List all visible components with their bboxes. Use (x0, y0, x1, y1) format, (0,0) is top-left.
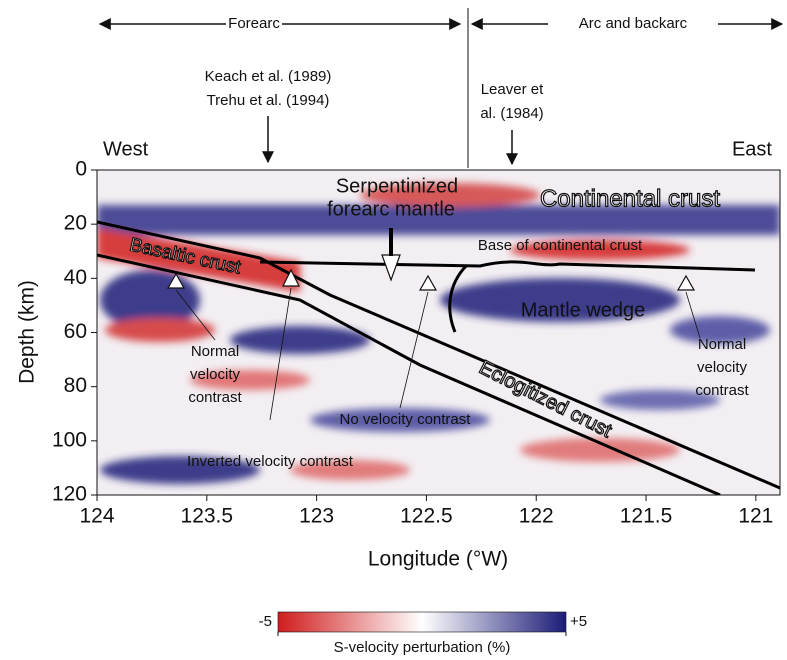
colorbar-tick-label: +5 (570, 613, 587, 630)
x-tick-label: 122 (519, 505, 554, 528)
figure: Forearc Arc and backarc Keach et al. (19… (0, 0, 787, 660)
annotation: Base of continental crust (478, 237, 643, 254)
x-tick-label: 123.5 (181, 505, 234, 528)
reference: al. (1984) (480, 105, 543, 122)
x-tick-label: 121 (738, 505, 773, 528)
annotation: velocity (697, 359, 748, 376)
reference: Keach et al. (1989) (205, 68, 332, 85)
y-axis-label: Depth (km) (16, 280, 39, 384)
y-tick-label: 100 (52, 428, 87, 451)
region-label: Arc and backarc (579, 15, 688, 32)
direction-label: West (103, 138, 149, 160)
region-arrows (100, 8, 782, 168)
colorbar-tick-label: -5 (259, 613, 272, 630)
x-tick-label: 123 (299, 505, 334, 528)
colorbar-label: S-velocity perturbation (%) (334, 639, 511, 656)
y-tick-label: 0 (75, 158, 87, 181)
annotation: Inverted velocity contrast (187, 453, 354, 470)
y-tick-label: 80 (64, 374, 87, 397)
annotation: forearc mantle (327, 198, 455, 220)
x-tick-label: 121.5 (620, 505, 673, 528)
x-tick-label: 122.5 (400, 505, 453, 528)
annotation: contrast (695, 382, 749, 399)
reference: Trehu et al. (1994) (207, 92, 330, 109)
x-tick-label: 124 (79, 505, 114, 528)
annotation: Continental crust (540, 185, 720, 212)
y-tick-label: 60 (64, 320, 87, 343)
annotation: Normal (191, 343, 239, 360)
annotation: No velocity contrast (340, 411, 472, 428)
direction-label: East (732, 138, 772, 160)
y-tick-label: 40 (64, 266, 87, 289)
region-label: Forearc (228, 15, 280, 32)
colorbar (278, 612, 566, 632)
annotation: contrast (188, 389, 242, 406)
y-tick-label: 20 (64, 212, 87, 235)
reference: Leaver et (481, 81, 544, 98)
annotation: Normal (698, 336, 746, 353)
annotation: Serpentinized (336, 175, 458, 197)
annotation: velocity (190, 366, 241, 383)
x-axis-label: Longitude (°W) (368, 548, 508, 571)
annotation: Mantle wedge (521, 299, 646, 321)
y-tick-label: 120 (52, 483, 87, 506)
